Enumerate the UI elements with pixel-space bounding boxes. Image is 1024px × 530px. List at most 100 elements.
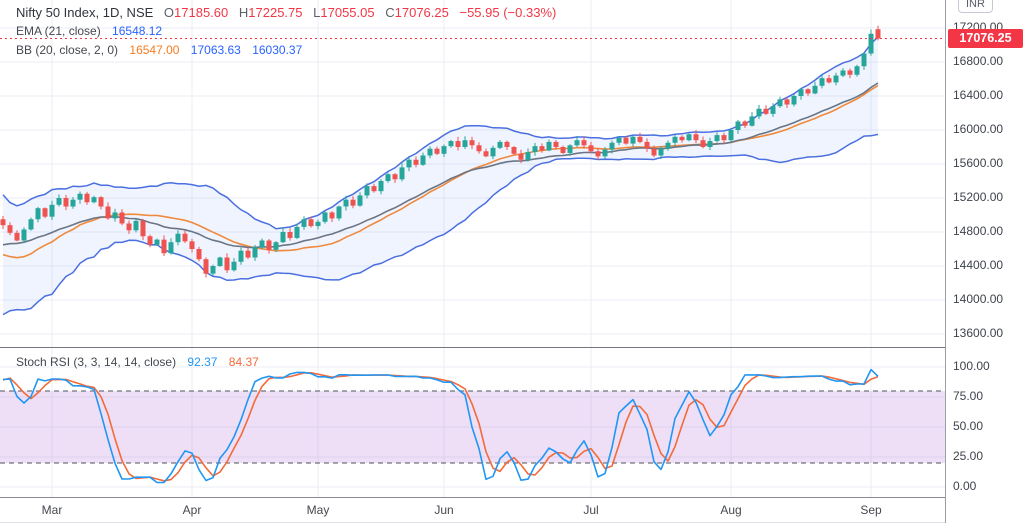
candle-body-up <box>854 66 860 75</box>
candle-body-down <box>700 140 706 147</box>
stoch-tick-label: 100.00 <box>953 359 990 373</box>
candle-body-up <box>91 197 97 203</box>
candle-body-up <box>133 220 139 231</box>
candle-body-up <box>364 186 370 196</box>
stoch-tick-label: 25.00 <box>953 449 984 463</box>
price-tick-label: 15200.00 <box>953 190 1004 204</box>
time-tick-label-sep: Sep <box>860 503 882 517</box>
candle-body-up <box>861 53 867 67</box>
candle-body-down <box>14 232 20 241</box>
candle-body-up <box>868 33 874 54</box>
candle-body-up <box>154 239 160 245</box>
ema-legend-row[interactable]: EMA (21, close) 16548.12 <box>16 22 556 41</box>
candle-body-up <box>49 204 55 217</box>
candle-body-down <box>84 193 90 203</box>
price-tick-label: 15600.00 <box>953 156 1004 170</box>
symbol-title[interactable]: Nifty 50 Index, 1D, NSE <box>16 5 154 20</box>
candle-body-up <box>399 167 405 180</box>
candle-body-down <box>518 153 524 160</box>
candle-body-down <box>350 199 356 206</box>
stoch-legend-row[interactable]: Stoch RSI (3, 3, 14, 14, close) 92.37 84… <box>16 353 259 372</box>
candle-body-down <box>119 212 125 224</box>
bb-legend-row[interactable]: BB (20, close, 2, 0) 16547.00 17063.63 1… <box>16 41 556 60</box>
price-tick-label: 16000.00 <box>953 122 1004 136</box>
candle-body-up <box>833 75 839 83</box>
candle-body-up <box>336 206 342 219</box>
candle-body-down <box>742 121 748 126</box>
candle-body-down <box>679 136 685 141</box>
candle-body-down <box>623 137 629 144</box>
price-axis[interactable]: INR 17200.00 16800.00 16400.00 16000.00 1560… <box>945 0 1024 523</box>
candle-body-up <box>756 108 762 117</box>
candle-body-up <box>294 226 300 238</box>
candle-body-down <box>476 145 482 152</box>
candle-body-up <box>462 140 468 147</box>
candle-body-down <box>560 147 566 153</box>
candle-body-up <box>490 147 496 157</box>
candle-body-down <box>469 140 475 146</box>
candle-body-up <box>749 116 755 126</box>
candle-body-down <box>203 259 209 274</box>
stoch-label: Stoch RSI (3, 3, 14, 14, close) <box>16 355 177 369</box>
candle-body-down <box>595 151 601 157</box>
currency-button[interactable]: INR <box>958 0 993 13</box>
candle-body-up <box>714 135 720 142</box>
low-key: L <box>313 5 321 20</box>
candle-body-down <box>637 136 643 142</box>
candle-body-up <box>252 247 258 258</box>
stoch-rsi-legend[interactable]: Stoch RSI (3, 3, 14, 14, close) 92.37 84… <box>16 353 259 372</box>
candle-body-up <box>798 89 804 96</box>
candle-body-down <box>329 212 335 219</box>
candle-body-down <box>196 249 202 260</box>
close-key: C <box>385 5 395 20</box>
time-tick-label-jul: Jul <box>583 503 599 517</box>
candle-body-up <box>168 242 174 254</box>
change-value: −55.95 (−0.33%) <box>459 5 557 20</box>
time-axis[interactable]: Mar Apr May Jun Jul Aug Sep <box>0 497 1024 523</box>
candle-body-up <box>791 96 797 105</box>
candle-body-up <box>812 85 818 94</box>
candle-body-up <box>819 78 825 86</box>
candle-body-up <box>630 136 636 144</box>
candle-body-down <box>434 148 440 154</box>
candle-body-up <box>448 141 454 147</box>
candle-body-down <box>721 135 727 141</box>
bb-fill-area <box>3 36 878 315</box>
candle-body-up <box>777 99 783 107</box>
price-tick-label: 16400.00 <box>953 88 1004 102</box>
candle-body-up <box>840 70 846 76</box>
candle-body-down <box>182 233 188 242</box>
candle-body-down <box>161 239 167 254</box>
candle-body-up <box>28 219 34 230</box>
candle-body-down <box>126 223 132 231</box>
candle-body-down <box>763 108 769 114</box>
ema-label: EMA (21, close) <box>16 24 101 38</box>
open-value: 17185.60 <box>174 5 229 20</box>
candle-body-down <box>581 140 587 146</box>
candle-body-down <box>189 241 195 249</box>
price-tick-label: 14000.00 <box>953 292 1004 306</box>
candle-body-down <box>826 78 832 83</box>
candle-body-up <box>21 229 27 241</box>
candle-body-up <box>273 242 279 250</box>
candle-body-down <box>105 206 111 219</box>
symbol-legend[interactable]: Nifty 50 Index, 1D, NSE O17185.60 H17225… <box>16 3 556 60</box>
candle-body-up <box>532 146 538 153</box>
candle-body-up <box>658 148 664 156</box>
candle-body-up <box>70 199 76 207</box>
candle-body-up <box>735 121 741 130</box>
bb-basis-value: 16547.00 <box>129 43 180 57</box>
candle-body-down <box>371 186 377 192</box>
symbol-title-row[interactable]: Nifty 50 Index, 1D, NSE O17185.60 H17225… <box>16 3 556 22</box>
candle-body-down <box>553 141 559 147</box>
stoch-tick-label: 75.00 <box>953 389 984 403</box>
candle-body-up <box>728 130 734 141</box>
stoch-series-group <box>2 368 879 484</box>
candle-body-up <box>770 106 776 114</box>
ema-value: 16548.12 <box>112 24 163 38</box>
candle-body-down <box>266 240 272 250</box>
bb-upper-line <box>2 36 879 230</box>
candle-body-up <box>609 142 615 150</box>
candle-body-down <box>287 232 293 238</box>
